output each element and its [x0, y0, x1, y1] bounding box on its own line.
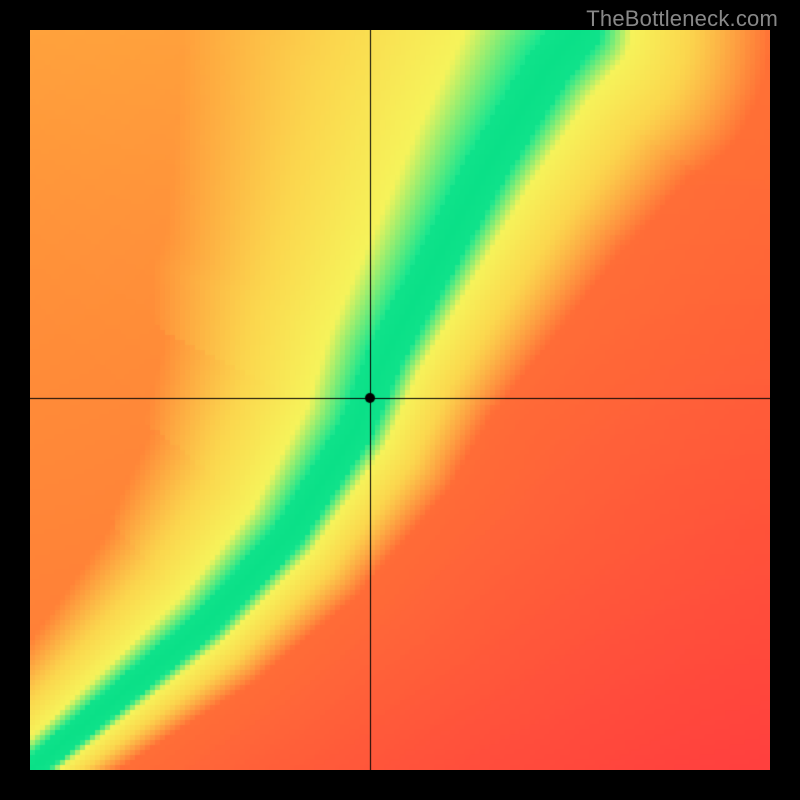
heatmap-canvas — [30, 30, 770, 770]
watermark-text: TheBottleneck.com — [586, 6, 778, 32]
chart-container: TheBottleneck.com — [0, 0, 800, 800]
